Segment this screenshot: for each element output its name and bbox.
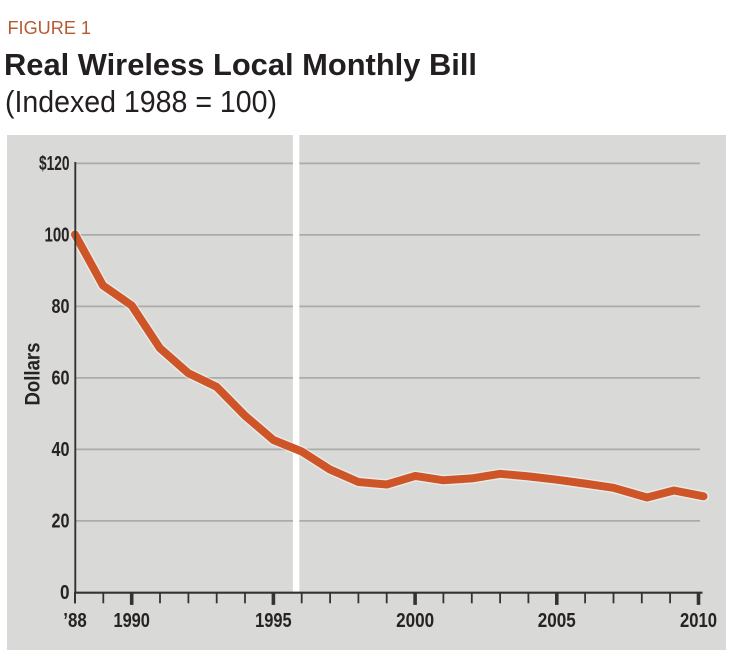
svg-text:2000: 2000	[396, 610, 434, 632]
svg-text:2010: 2010	[680, 610, 717, 632]
svg-text:Dollars: Dollars	[22, 343, 45, 406]
svg-text:1990: 1990	[113, 610, 150, 632]
svg-text:$120: $120	[39, 153, 70, 175]
svg-text:’88: ’88	[63, 610, 87, 632]
svg-text:(Indexed 1988 = 100): (Indexed 1988 = 100)	[5, 84, 277, 119]
svg-text:2005: 2005	[538, 610, 576, 632]
svg-text:40: 40	[52, 439, 70, 461]
svg-text:60: 60	[52, 368, 70, 390]
svg-text:80: 80	[52, 296, 70, 318]
svg-text:0: 0	[60, 582, 70, 604]
svg-text:1995: 1995	[255, 610, 292, 632]
svg-text:Real Wireless Local Monthly Bi: Real Wireless Local Monthly Bill	[4, 47, 477, 82]
svg-text:FIGURE 1: FIGURE 1	[8, 18, 91, 38]
svg-text:100: 100	[45, 225, 70, 247]
svg-text:20: 20	[52, 511, 70, 533]
